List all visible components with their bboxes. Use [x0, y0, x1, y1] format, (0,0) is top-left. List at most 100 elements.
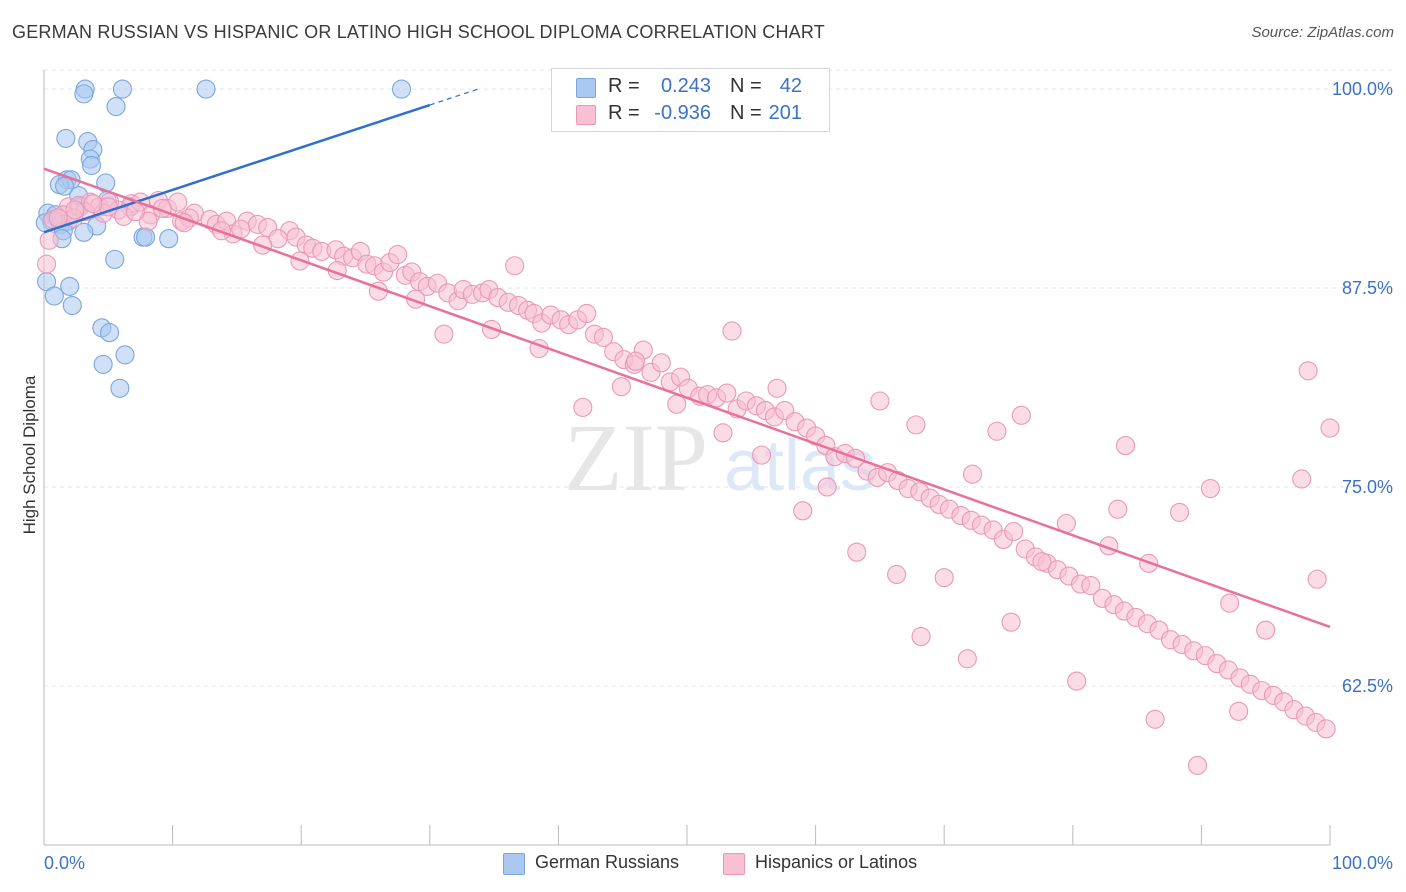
data-point [82, 155, 102, 176]
data-point [1187, 755, 1208, 775]
data-point [37, 254, 57, 274]
data-point [434, 324, 454, 344]
data-point [934, 568, 954, 588]
data-point [112, 79, 132, 99]
data-point [767, 378, 787, 398]
data-point [1004, 521, 1024, 542]
data-point [105, 249, 125, 269]
data-point [1307, 569, 1327, 589]
legend-r-value: -0.936 [654, 102, 711, 124]
data-point [1229, 701, 1249, 721]
data-point [1081, 576, 1101, 596]
series-german-russians [35, 79, 412, 398]
y-axis-label: High School Diploma [20, 375, 39, 534]
data-point [505, 256, 525, 276]
legend-row-german-russians: R = 0.243 N = 42 [552, 75, 829, 99]
data-points [35, 79, 1340, 775]
data-point [817, 477, 837, 497]
data-point [593, 327, 613, 347]
data-point [722, 321, 742, 341]
data-point [1011, 405, 1031, 425]
legend-row-hispanics: R = -0.936 N = 201 [552, 102, 829, 126]
data-point [1145, 709, 1165, 729]
trend-line-german-russians [43, 103, 431, 234]
data-point [1115, 436, 1136, 456]
legend-r-label: R = [608, 75, 640, 97]
legend-n-value: 42 [779, 75, 802, 97]
data-point [62, 295, 82, 316]
trend-line-hispanics [43, 167, 1331, 629]
data-point [44, 286, 64, 306]
axes [43, 70, 1331, 846]
data-point [106, 97, 126, 117]
data-point [1320, 418, 1340, 438]
series-hispanics [37, 190, 1340, 775]
data-point [1292, 469, 1312, 489]
data-point [987, 421, 1007, 441]
data-point [611, 377, 631, 397]
data-point [110, 378, 130, 398]
bottom-legend-label: Hispanics or Latinos [755, 852, 918, 872]
data-point [1200, 478, 1220, 499]
legend-n-label: N = [730, 75, 762, 97]
data-point [74, 84, 94, 104]
data-point [870, 391, 890, 411]
data-point [388, 245, 408, 265]
chart-title: GERMAN RUSSIAN VS HISPANIC OR LATINO HIG… [12, 22, 825, 42]
y-tick-label: 87.5% [1342, 278, 1393, 298]
data-point [911, 626, 931, 647]
bottom-legend-swatch [503, 853, 525, 875]
data-point [93, 354, 113, 374]
y-tick-label: 62.5% [1342, 676, 1393, 696]
data-point [847, 542, 867, 562]
data-point [1001, 612, 1021, 632]
legend-n-label: N = [730, 102, 762, 124]
data-point [39, 230, 59, 250]
data-point [573, 397, 593, 417]
data-point [60, 276, 80, 296]
bottom-legend-label: German Russians [535, 852, 680, 872]
trend-lines [43, 87, 1331, 629]
data-point [74, 222, 94, 242]
data-point [138, 211, 158, 231]
data-point [626, 351, 646, 371]
data-point [253, 235, 273, 255]
data-point [906, 415, 926, 435]
data-point [1067, 671, 1087, 691]
data-point [957, 649, 977, 669]
data-point [793, 501, 813, 521]
data-point [887, 564, 907, 585]
legend-r-label: R = [608, 102, 640, 124]
y-tick-label: 75.0% [1342, 477, 1393, 497]
data-point [1298, 361, 1318, 381]
data-point [713, 423, 733, 443]
data-point [83, 194, 103, 214]
data-point [115, 345, 135, 365]
stats-legend: R = 0.243 N = 42 R = -0.936 N = 201 [551, 68, 830, 132]
data-point [159, 229, 179, 249]
legend-n-value: 201 [768, 102, 802, 124]
data-point [1220, 593, 1240, 613]
data-point [1169, 502, 1190, 522]
data-point [962, 464, 983, 484]
data-point [196, 79, 216, 99]
data-point [577, 303, 597, 324]
data-point [752, 445, 772, 465]
data-point [65, 200, 85, 220]
data-point [717, 383, 737, 403]
trend-line-german-russians-extension [429, 87, 482, 106]
y-tick-label: 100.0% [1332, 79, 1393, 99]
data-point [1032, 552, 1052, 572]
data-point [56, 128, 76, 148]
data-point [1256, 620, 1276, 640]
chart-source: Source: ZipAtlas.com [1251, 24, 1394, 41]
tick-labels: 100.0% 87.5% 75.0% 62.5% 0.0% 100.0% [44, 79, 1393, 873]
gridlines [44, 69, 1394, 687]
legend-swatch-hispanics [576, 105, 596, 125]
data-point [651, 353, 671, 373]
data-point [391, 79, 412, 99]
watermark-zip: ZIP [564, 404, 708, 511]
bottom-legend-swatch [723, 853, 745, 875]
data-point [1316, 719, 1336, 739]
